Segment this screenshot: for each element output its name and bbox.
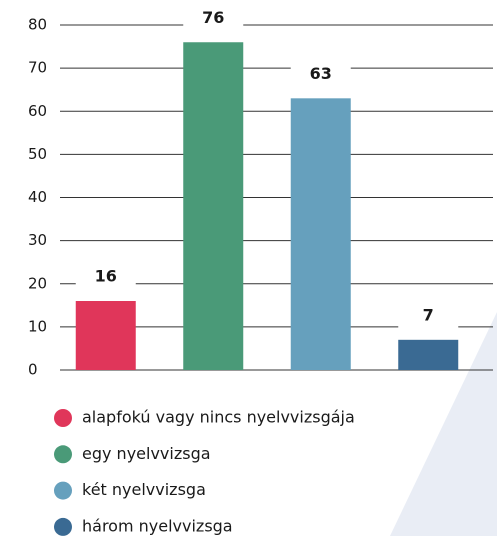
legend-marker [54, 445, 72, 464]
value-label-bg [75, 261, 136, 293]
background-shape [390, 312, 497, 536]
legend-marker [54, 409, 72, 427]
value-label: 76 [202, 8, 224, 27]
value-label: 63 [310, 64, 332, 83]
y-tick-label: 40 [28, 188, 47, 206]
y-tick-label: 70 [28, 59, 47, 77]
value-label: 7 [423, 305, 434, 324]
bar [75, 301, 136, 370]
legend-label: egy nyelvvizsga [82, 444, 211, 463]
y-tick-label: 50 [28, 145, 47, 163]
y-tick-label: 10 [28, 317, 47, 335]
legend-label: két nyelvvizsga [82, 480, 206, 499]
y-tick-label: 30 [28, 231, 47, 249]
y-tick-label: 60 [28, 102, 47, 120]
y-tick-label: 20 [28, 274, 47, 292]
value-label-bg [398, 299, 459, 332]
value-label: 16 [95, 267, 117, 286]
value-label-bg [183, 2, 244, 35]
y-tick-label: 80 [28, 16, 47, 34]
bar [290, 98, 351, 370]
legend-marker [54, 517, 72, 536]
bar [183, 42, 244, 370]
y-tick-label: 0 [28, 361, 38, 379]
legend-marker [54, 481, 72, 500]
value-label-bg [290, 58, 351, 91]
legend-label: alapfokú vagy nincs nyelvvizsgája [82, 408, 355, 427]
legend-label: három nyelvvizsga [82, 516, 233, 535]
bar [398, 339, 459, 370]
